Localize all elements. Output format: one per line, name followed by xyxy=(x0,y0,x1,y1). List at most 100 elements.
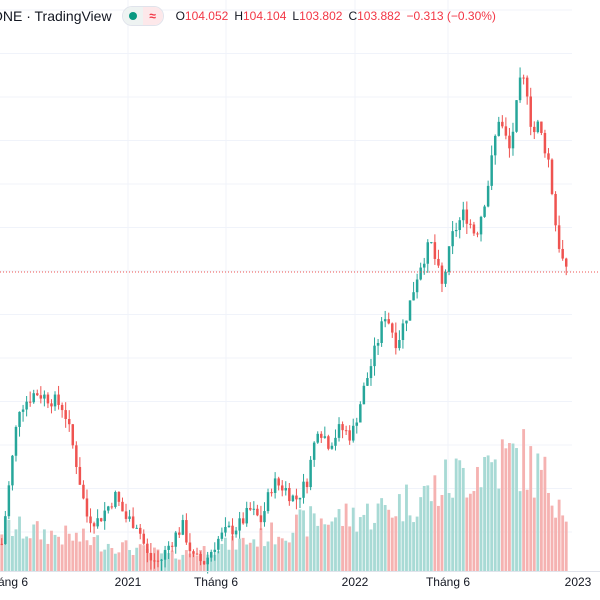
volume-bar xyxy=(128,550,131,571)
candle-body xyxy=(36,393,39,396)
chart-grid xyxy=(0,0,572,571)
candle-body xyxy=(178,532,181,535)
candle-body xyxy=(305,481,309,488)
volume-bar xyxy=(351,507,355,571)
time-axis-label: Tháng 6 xyxy=(193,575,239,589)
candle-body xyxy=(18,411,21,427)
candle-body xyxy=(46,394,50,404)
candle-body xyxy=(32,393,35,403)
candle-body xyxy=(170,545,174,547)
open-value: 104.052 xyxy=(184,9,229,23)
volume-bar xyxy=(302,510,305,571)
volume-bar xyxy=(522,429,526,571)
candle-body xyxy=(4,516,7,545)
candle-body xyxy=(238,518,241,531)
candle-body xyxy=(533,126,536,133)
candle-body xyxy=(39,395,43,399)
volume-bar xyxy=(192,552,195,571)
volume-bar xyxy=(472,491,476,571)
volume-bar xyxy=(7,519,11,571)
candle-body xyxy=(320,433,323,438)
volume-bar xyxy=(39,539,43,571)
volume-bar xyxy=(71,540,75,571)
low-value: 103.802 xyxy=(299,9,343,23)
volume-bar xyxy=(35,521,39,571)
candle-body xyxy=(57,394,60,405)
volume-bar xyxy=(412,522,415,571)
wave-icon[interactable]: ≈ xyxy=(142,7,163,25)
candle-body xyxy=(444,271,447,284)
volume-bar xyxy=(220,543,224,571)
volume-bar xyxy=(138,544,142,571)
volume-bar xyxy=(465,497,469,571)
volume-bar xyxy=(334,517,337,571)
volume-bars xyxy=(0,429,568,571)
volume-bar xyxy=(74,532,78,571)
volume-bar xyxy=(525,489,529,571)
candle-body xyxy=(518,77,522,101)
candle-body xyxy=(309,459,312,488)
candle-body xyxy=(121,501,124,512)
volume-bar xyxy=(348,526,352,571)
candle-body xyxy=(103,510,106,522)
candle-body xyxy=(117,491,121,502)
candle-body xyxy=(231,525,234,535)
volume-bar xyxy=(461,467,465,571)
candle-body xyxy=(149,552,153,561)
candle-body xyxy=(394,332,398,349)
candle-body xyxy=(92,523,96,527)
volume-bar xyxy=(554,517,557,571)
candle-body xyxy=(21,409,25,412)
volume-bar xyxy=(366,503,369,571)
candle-body xyxy=(447,246,451,272)
candle-body xyxy=(476,233,479,235)
candle-body xyxy=(337,424,341,438)
candle-body xyxy=(501,121,504,127)
market-status-icon[interactable] xyxy=(122,7,143,25)
candle-body xyxy=(107,506,110,511)
volume-bar xyxy=(490,462,494,571)
volume-bar xyxy=(184,550,188,571)
volume-bar xyxy=(447,493,451,571)
time-axis[interactable]: tháng 6 2021 Tháng 6 2022 Tháng 6 2023 xyxy=(0,572,600,596)
low-label: L xyxy=(292,9,300,23)
candle-body xyxy=(71,424,75,446)
candle-body xyxy=(554,193,557,226)
candle-body xyxy=(298,497,302,500)
volume-bar xyxy=(330,521,334,571)
status-badges[interactable]: ≈ xyxy=(121,6,164,26)
volume-bar xyxy=(224,537,227,571)
candle-body xyxy=(359,404,362,423)
candle-body xyxy=(146,543,149,553)
candle-body xyxy=(472,224,476,234)
volume-bar xyxy=(252,539,256,571)
candle-body xyxy=(344,430,348,432)
volume-bar xyxy=(177,559,181,571)
volume-bar xyxy=(46,543,50,571)
candle-body xyxy=(153,560,156,562)
volume-bar xyxy=(376,503,380,571)
candle-body xyxy=(469,223,472,225)
volume-bar xyxy=(263,546,266,571)
time-axis-label: tháng 6 xyxy=(0,575,29,589)
symbol-title[interactable]: ONE · TradingView xyxy=(0,8,112,24)
candlesticks xyxy=(0,67,568,574)
candle-body xyxy=(497,121,501,136)
volume-bar xyxy=(245,544,249,571)
volume-bar xyxy=(508,443,511,571)
volume-bar xyxy=(305,536,309,571)
candle-body xyxy=(89,516,92,524)
volume-bar xyxy=(270,522,273,571)
volume-bar xyxy=(458,460,462,571)
volume-bar xyxy=(295,514,298,571)
volume-bar xyxy=(536,453,540,571)
volume-bar xyxy=(326,524,330,571)
candle-body xyxy=(7,485,11,517)
volume-bar xyxy=(355,531,359,571)
high-label: H xyxy=(234,9,243,23)
volume-bar xyxy=(312,513,316,571)
time-axis-label: 2023 xyxy=(564,575,592,589)
candle-body xyxy=(14,426,18,456)
candle-body xyxy=(188,542,192,552)
